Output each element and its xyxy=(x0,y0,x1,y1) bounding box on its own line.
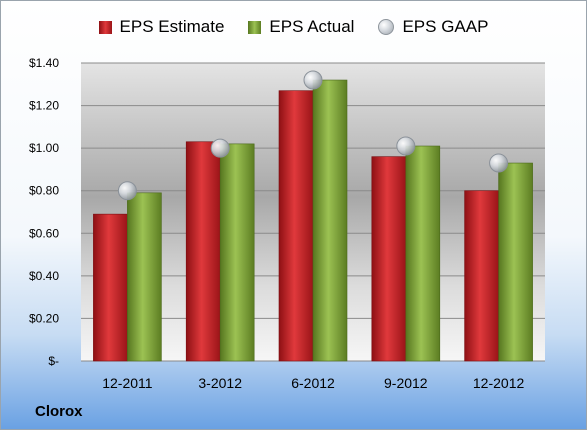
y-tick-label: $0.20 xyxy=(29,311,59,325)
y-tick-label: $- xyxy=(48,354,59,368)
legend-marker-eps-gaap xyxy=(378,19,395,35)
y-tick-label: $1.00 xyxy=(29,141,59,155)
legend-item-eps-estimate: EPS Estimate xyxy=(98,17,225,37)
legend-item-eps-actual: EPS Actual xyxy=(248,17,354,37)
bar-eps-estimate xyxy=(185,141,221,362)
legend-swatch-eps-estimate xyxy=(98,20,112,34)
marker-eps-gaap xyxy=(303,70,323,90)
x-axis-tick-labels: 12-2011 3-2012 6-2012 9-2012 12-2012 xyxy=(102,375,524,391)
legend: EPS Estimate EPS Actual EPS GAAP xyxy=(1,17,586,37)
y-tick-label: $0.40 xyxy=(29,269,59,283)
legend-swatch-eps-actual xyxy=(248,20,262,34)
x-tick-label: 12-2012 xyxy=(473,375,525,391)
legend-label-eps-estimate: EPS Estimate xyxy=(119,17,225,36)
bars xyxy=(93,79,533,362)
x-tick-label: 3-2012 xyxy=(198,375,242,391)
y-tick-label: $0.60 xyxy=(29,226,59,240)
bar-eps-actual xyxy=(219,143,255,362)
bar-eps-estimate xyxy=(278,90,314,362)
bar-eps-estimate xyxy=(93,213,128,362)
x-tick-label: 12-2011 xyxy=(102,375,153,391)
company-label: Clorox xyxy=(35,403,83,420)
bar-eps-actual xyxy=(127,192,162,362)
bar-eps-estimate xyxy=(371,156,407,362)
legend-label-eps-gaap: EPS GAAP xyxy=(402,17,489,36)
legend-item-eps-gaap: EPS GAAP xyxy=(378,17,488,37)
bar-eps-actual xyxy=(312,79,348,362)
bar-eps-actual xyxy=(405,145,441,362)
marker-eps-gaap xyxy=(117,181,137,201)
bar-eps-estimate xyxy=(464,190,499,362)
bar-eps-actual xyxy=(498,162,533,362)
y-tick-label: $0.80 xyxy=(29,184,59,198)
marker-eps-gaap xyxy=(489,153,509,173)
y-tick-label: $1.40 xyxy=(29,56,59,70)
gaap-markers xyxy=(117,70,509,201)
marker-eps-gaap xyxy=(210,138,230,158)
y-tick-label: $1.20 xyxy=(29,99,59,113)
legend-label-eps-actual: EPS Actual xyxy=(269,17,355,36)
y-axis-tick-labels: $- $0.20 $0.40 $0.60 $0.80 $1.00 $1.20 $1.40 xyxy=(29,56,59,368)
x-tick-label: 6-2012 xyxy=(291,375,335,391)
x-tick-label: 9-2012 xyxy=(384,375,428,391)
marker-eps-gaap xyxy=(396,136,416,156)
